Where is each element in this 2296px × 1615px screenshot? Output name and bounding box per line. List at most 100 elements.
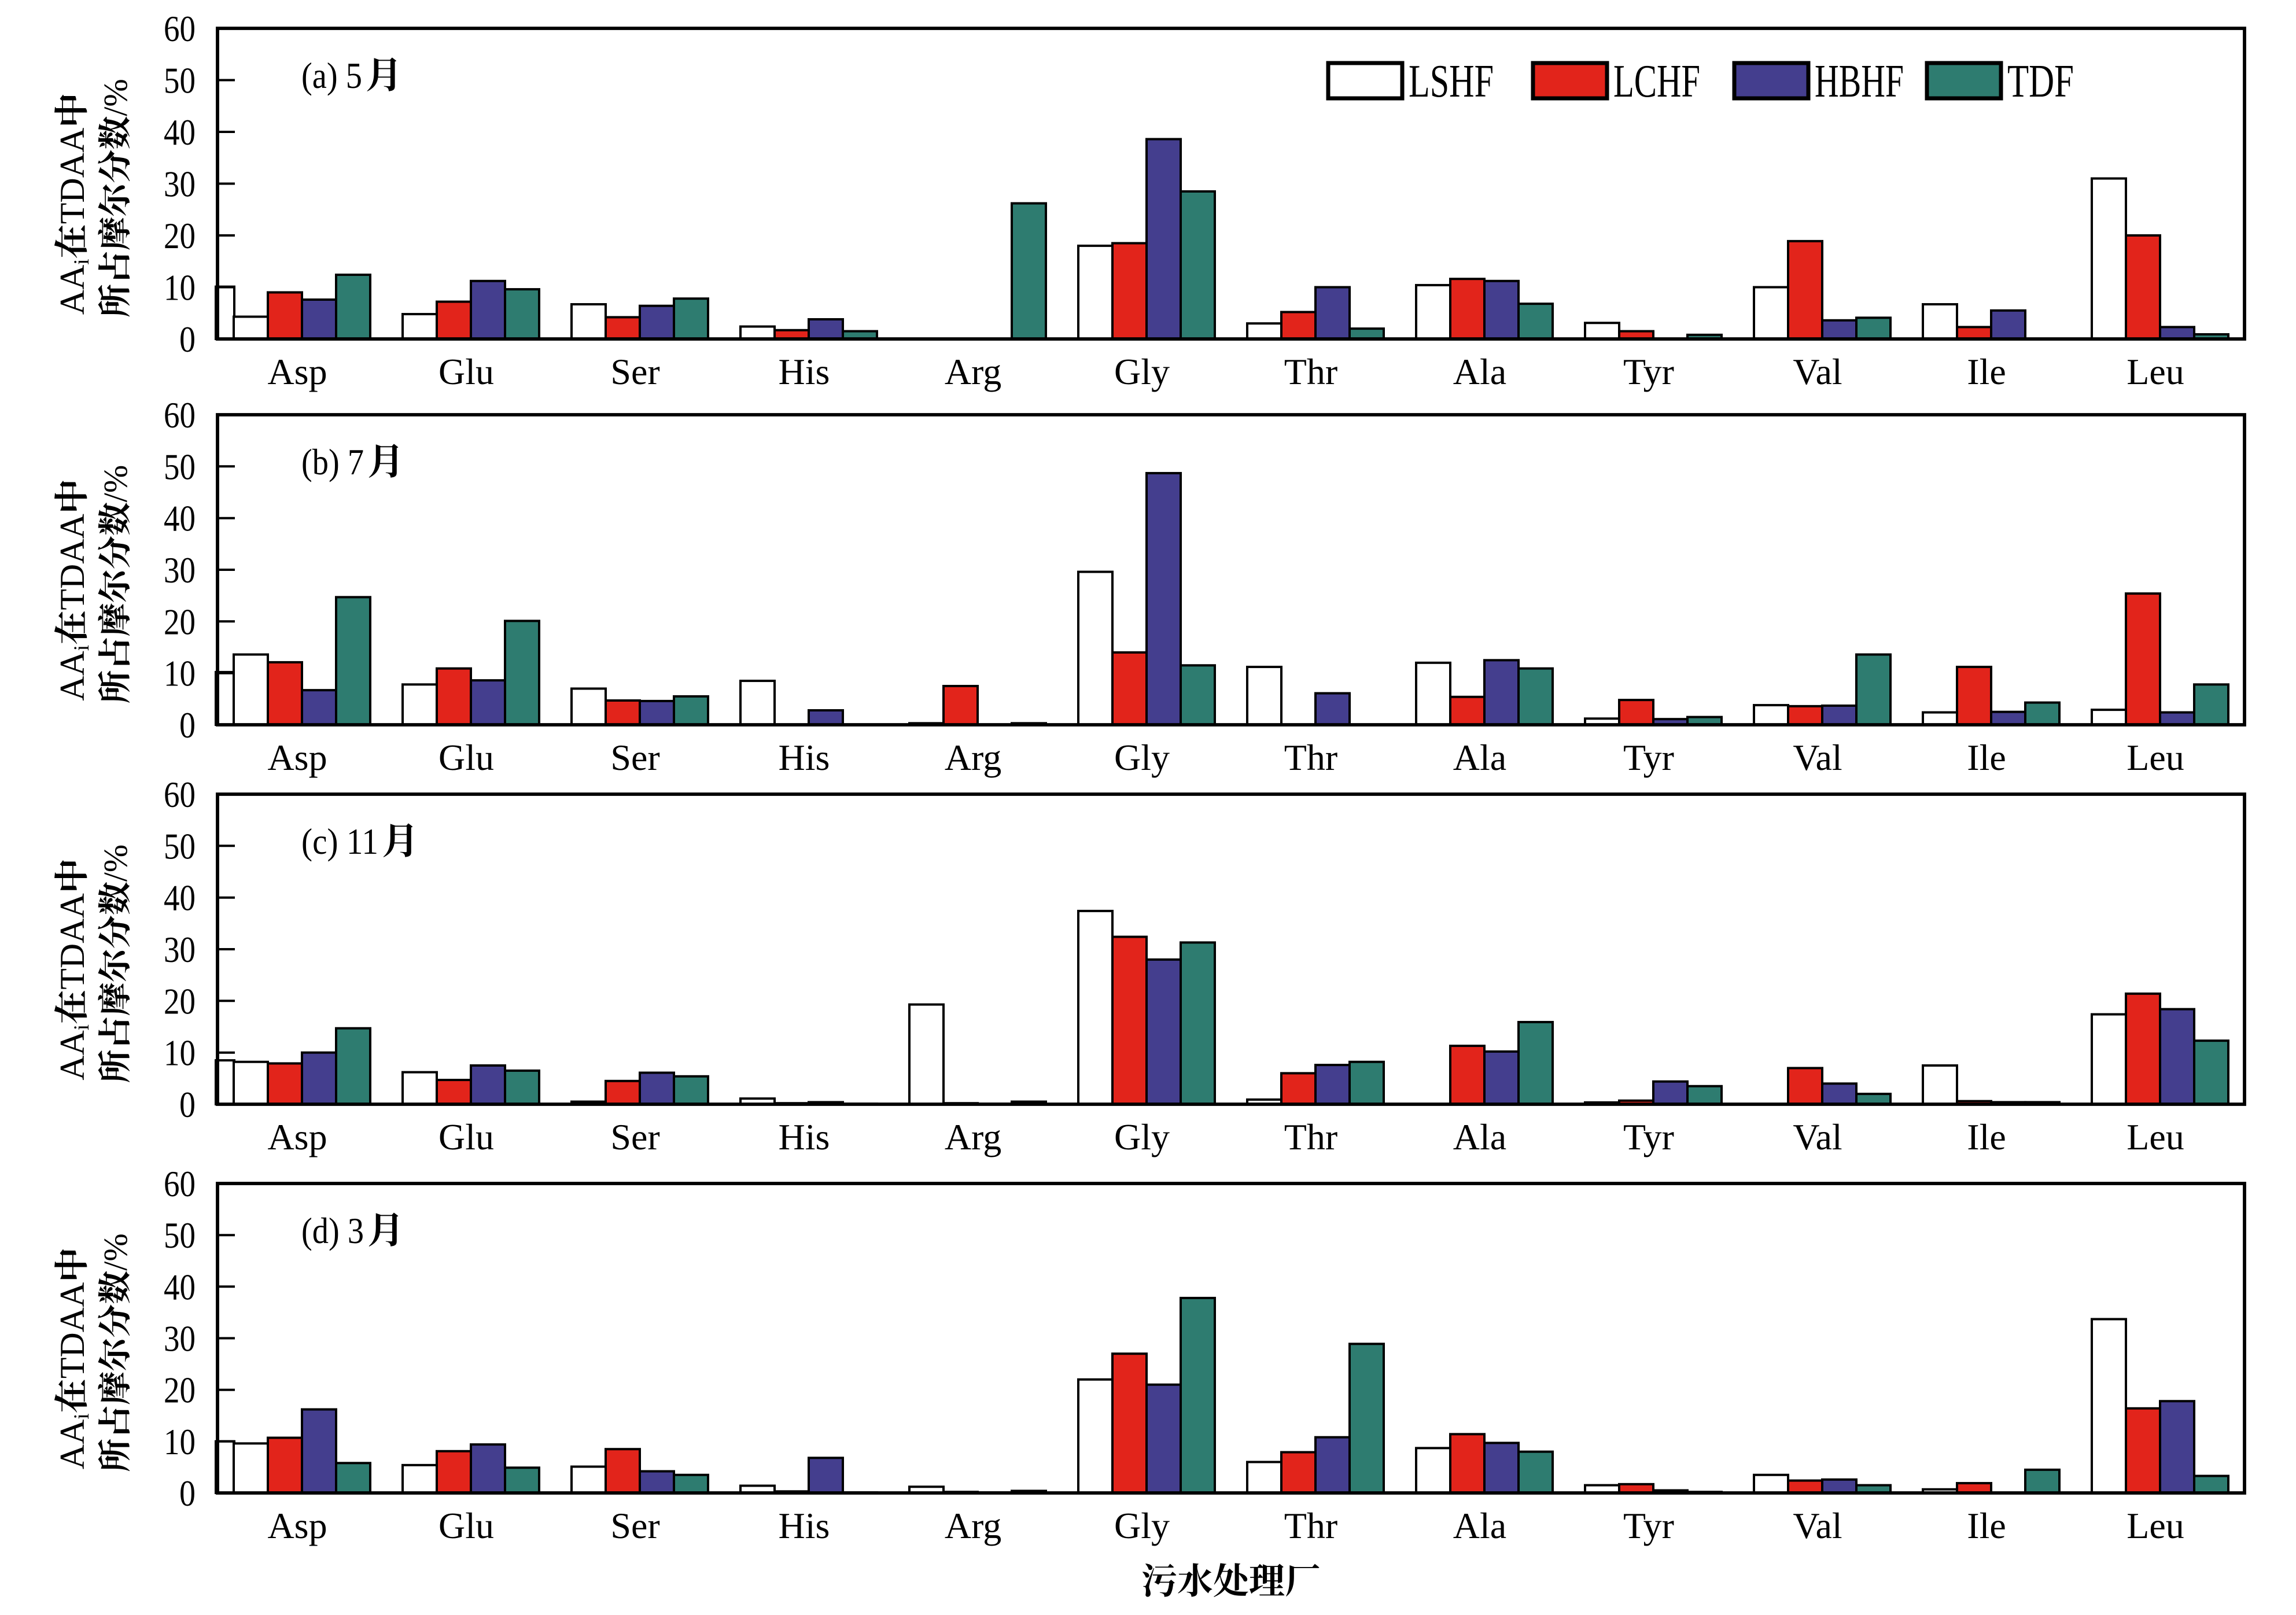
svg-text:0: 0 <box>179 1473 196 1514</box>
svg-text:His: His <box>779 1505 830 1546</box>
svg-text:Glu: Glu <box>438 1116 494 1157</box>
svg-text:20: 20 <box>164 1370 196 1411</box>
svg-text:Tyr: Tyr <box>1623 1116 1674 1157</box>
svg-text:20: 20 <box>164 980 196 1022</box>
svg-text:30: 30 <box>164 550 196 591</box>
svg-text:60: 60 <box>164 8 196 49</box>
svg-text:Thr: Thr <box>1284 351 1337 392</box>
svg-text:Val: Val <box>1793 1505 1842 1546</box>
svg-text:Tyr: Tyr <box>1623 351 1674 392</box>
svg-text:Ser: Ser <box>610 737 659 778</box>
svg-text:10: 10 <box>164 1033 196 1074</box>
svg-text:AA: AA <box>53 1419 91 1470</box>
svg-text:60: 60 <box>164 774 196 815</box>
svg-text:10: 10 <box>164 653 196 694</box>
svg-text:50: 50 <box>164 1215 196 1256</box>
svg-text:Ala: Ala <box>1453 351 1506 392</box>
svg-text:30: 30 <box>164 164 196 205</box>
svg-text:Leu: Leu <box>2127 737 2184 778</box>
svg-text:Ile: Ile <box>1967 351 2006 392</box>
svg-text:50: 50 <box>164 825 196 867</box>
svg-text:(a) 5: (a) 5 <box>301 55 362 96</box>
svg-text:(c) 11: (c) 11 <box>301 821 378 862</box>
svg-text:Asp: Asp <box>267 737 327 778</box>
svg-text:Thr: Thr <box>1284 1116 1337 1157</box>
svg-text:20: 20 <box>164 601 196 642</box>
svg-text:(b) 7: (b) 7 <box>301 441 364 482</box>
svg-text:50: 50 <box>164 60 196 101</box>
svg-text:i: i <box>70 1413 94 1419</box>
svg-text:HBHF: HBHF <box>1815 56 1904 107</box>
svg-text:Thr: Thr <box>1284 737 1337 778</box>
svg-text:TDF: TDF <box>2007 56 2074 107</box>
svg-text:40: 40 <box>164 112 196 153</box>
svg-text:Gly: Gly <box>1114 737 1170 778</box>
svg-text:Ala: Ala <box>1453 1116 1506 1157</box>
svg-text:40: 40 <box>164 1266 196 1307</box>
svg-text:LCHF: LCHF <box>1613 56 1700 107</box>
svg-text:10: 10 <box>164 267 196 308</box>
svg-text:Asp: Asp <box>267 1116 327 1157</box>
svg-text:His: His <box>779 1116 830 1157</box>
svg-text:10: 10 <box>164 1421 196 1462</box>
svg-text:30: 30 <box>164 1318 196 1359</box>
svg-text:Leu: Leu <box>2127 351 2184 392</box>
svg-text:i: i <box>70 259 94 264</box>
svg-text:Arg: Arg <box>945 1505 1001 1546</box>
svg-text:Val: Val <box>1793 737 1842 778</box>
svg-text:30: 30 <box>164 929 196 970</box>
svg-text:Ile: Ile <box>1967 737 2006 778</box>
svg-text:Tyr: Tyr <box>1623 737 1674 778</box>
svg-text:Ile: Ile <box>1967 1116 2006 1157</box>
svg-text:Asp: Asp <box>267 1505 327 1546</box>
svg-text:Gly: Gly <box>1114 351 1170 392</box>
svg-text:60: 60 <box>164 394 196 436</box>
svg-text:Val: Val <box>1793 1116 1842 1157</box>
svg-text:60: 60 <box>164 1163 196 1204</box>
svg-text:Ile: Ile <box>1967 1505 2006 1546</box>
svg-text:20: 20 <box>164 215 196 256</box>
svg-text:AA: AA <box>53 651 91 701</box>
svg-text:AA: AA <box>53 265 91 315</box>
svg-text:Ala: Ala <box>1453 1505 1506 1546</box>
svg-text:40: 40 <box>164 877 196 919</box>
svg-text:Ser: Ser <box>610 1505 659 1546</box>
svg-text:Ala: Ala <box>1453 737 1506 778</box>
svg-text:Gly: Gly <box>1114 1505 1170 1546</box>
svg-text:TDAA: TDAA <box>53 1282 91 1379</box>
svg-text:His: His <box>779 737 830 778</box>
svg-text:0: 0 <box>179 705 196 746</box>
svg-text:50: 50 <box>164 446 196 487</box>
svg-text:Arg: Arg <box>945 1116 1001 1157</box>
svg-text:Thr: Thr <box>1284 1505 1337 1546</box>
svg-text:Leu: Leu <box>2127 1116 2184 1157</box>
svg-text:/%: /% <box>97 1233 134 1270</box>
svg-text:Arg: Arg <box>945 351 1001 392</box>
svg-text:Glu: Glu <box>438 737 494 778</box>
svg-text:AA: AA <box>53 1030 91 1081</box>
svg-text:Glu: Glu <box>438 351 494 392</box>
svg-text:TDAA: TDAA <box>53 128 91 224</box>
svg-text:LSHF: LSHF <box>1409 56 1494 107</box>
svg-text:i: i <box>70 645 94 651</box>
svg-text:TDAA: TDAA <box>53 893 91 990</box>
svg-text:40: 40 <box>164 498 196 539</box>
svg-text:Gly: Gly <box>1114 1116 1170 1157</box>
svg-text:Leu: Leu <box>2127 1505 2184 1546</box>
svg-text:Tyr: Tyr <box>1623 1505 1674 1546</box>
svg-text:0: 0 <box>179 1084 196 1125</box>
svg-text:His: His <box>779 351 830 392</box>
svg-text:i: i <box>70 1024 94 1030</box>
svg-text:(d) 3: (d) 3 <box>301 1210 364 1251</box>
svg-text:Ser: Ser <box>610 1116 659 1157</box>
svg-text:Ser: Ser <box>610 351 659 392</box>
svg-text:TDAA: TDAA <box>53 514 91 610</box>
svg-text:Glu: Glu <box>438 1505 494 1546</box>
svg-text:/%: /% <box>97 79 134 116</box>
svg-text:Asp: Asp <box>267 351 327 392</box>
svg-text:Arg: Arg <box>945 737 1001 778</box>
svg-text:0: 0 <box>179 319 196 360</box>
svg-text:Val: Val <box>1793 351 1842 392</box>
svg-text:/%: /% <box>97 465 134 502</box>
svg-text:/%: /% <box>97 845 134 882</box>
